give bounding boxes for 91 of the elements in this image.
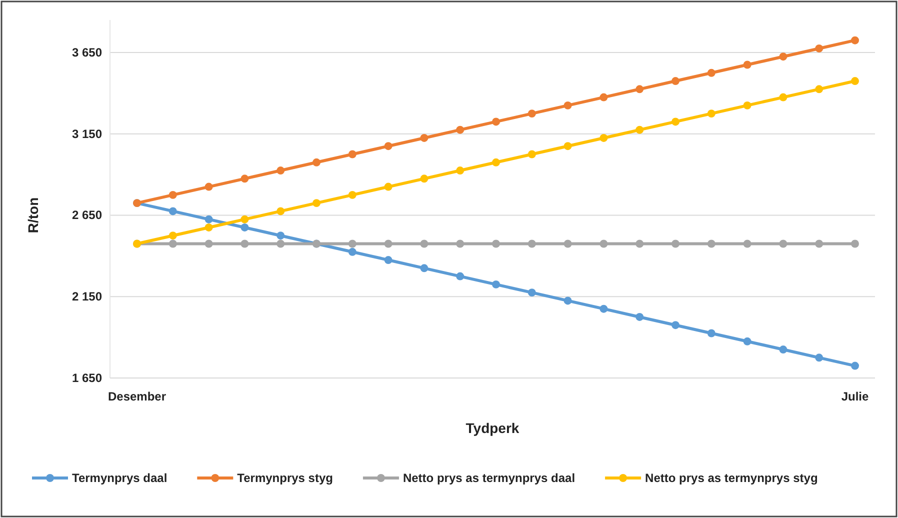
point bbox=[168, 190, 177, 199]
point bbox=[384, 182, 392, 191]
point bbox=[456, 126, 464, 134]
point bbox=[420, 264, 428, 272]
point bbox=[348, 190, 356, 199]
point bbox=[600, 304, 608, 313]
point bbox=[672, 118, 680, 126]
point bbox=[779, 93, 788, 102]
y-tick-label: 1 650 bbox=[72, 370, 102, 385]
point bbox=[348, 248, 356, 256]
point bbox=[204, 240, 213, 248]
point bbox=[528, 150, 536, 158]
point bbox=[312, 158, 320, 166]
point bbox=[348, 240, 356, 248]
point bbox=[492, 118, 500, 126]
point bbox=[528, 240, 536, 248]
point bbox=[420, 134, 428, 142]
point bbox=[348, 150, 356, 158]
point bbox=[384, 240, 392, 248]
x-tick-label: Julie bbox=[841, 390, 869, 404]
point bbox=[743, 101, 752, 110]
point bbox=[707, 68, 716, 77]
point bbox=[672, 77, 680, 86]
point bbox=[384, 142, 392, 150]
point bbox=[851, 362, 859, 370]
point bbox=[420, 240, 428, 248]
point bbox=[672, 240, 680, 248]
y-axis-title: R/ton bbox=[25, 197, 41, 234]
point bbox=[456, 240, 464, 248]
point bbox=[672, 321, 680, 330]
point bbox=[636, 85, 644, 94]
point bbox=[564, 142, 572, 150]
point bbox=[636, 126, 644, 134]
point bbox=[276, 166, 285, 175]
point bbox=[276, 232, 285, 240]
point bbox=[312, 199, 320, 208]
point bbox=[779, 52, 788, 61]
point bbox=[851, 240, 859, 248]
x-axis-title: Tydperk bbox=[466, 420, 520, 436]
point bbox=[564, 240, 572, 248]
point bbox=[276, 240, 285, 248]
point bbox=[204, 182, 213, 191]
point bbox=[492, 158, 500, 166]
point bbox=[815, 85, 824, 94]
x-tick-label: Desember bbox=[108, 390, 166, 404]
point bbox=[240, 240, 249, 248]
point bbox=[168, 232, 177, 240]
point bbox=[779, 240, 788, 248]
point bbox=[564, 296, 572, 305]
point bbox=[168, 240, 177, 248]
point bbox=[743, 337, 752, 346]
legend-label: Termynprys daal bbox=[72, 471, 168, 486]
y-tick-label: 2 650 bbox=[72, 208, 102, 222]
point bbox=[779, 346, 788, 354]
legend-label: Netto prys as termynprys daal bbox=[402, 471, 576, 486]
point bbox=[851, 77, 859, 86]
point bbox=[815, 44, 824, 52]
point bbox=[707, 329, 716, 338]
point bbox=[636, 240, 644, 248]
point bbox=[707, 240, 716, 248]
point bbox=[815, 354, 824, 362]
point bbox=[564, 101, 572, 110]
point bbox=[492, 280, 500, 288]
point bbox=[456, 272, 464, 280]
legend-label: Netto prys as termynprys styg bbox=[645, 471, 818, 486]
point bbox=[815, 240, 824, 248]
y-tick-label: 3 650 bbox=[72, 45, 102, 60]
point bbox=[636, 312, 644, 321]
point bbox=[707, 110, 716, 118]
point bbox=[743, 240, 752, 248]
point bbox=[743, 60, 752, 69]
point bbox=[240, 223, 249, 232]
point bbox=[528, 110, 536, 118]
point bbox=[204, 215, 213, 224]
point bbox=[204, 223, 213, 232]
point bbox=[384, 256, 392, 264]
point bbox=[851, 36, 859, 44]
point bbox=[600, 134, 608, 142]
point bbox=[600, 93, 608, 102]
point bbox=[492, 240, 500, 248]
y-tick-label: 2 150 bbox=[72, 289, 102, 304]
point bbox=[240, 174, 249, 183]
point bbox=[168, 207, 177, 216]
point bbox=[420, 174, 428, 183]
point bbox=[240, 215, 249, 224]
legend-label: Termynprys styg bbox=[237, 471, 333, 486]
point bbox=[456, 166, 464, 175]
point bbox=[528, 288, 536, 297]
point bbox=[276, 207, 285, 216]
y-tick-label: 3 150 bbox=[72, 126, 102, 141]
point bbox=[600, 240, 608, 248]
